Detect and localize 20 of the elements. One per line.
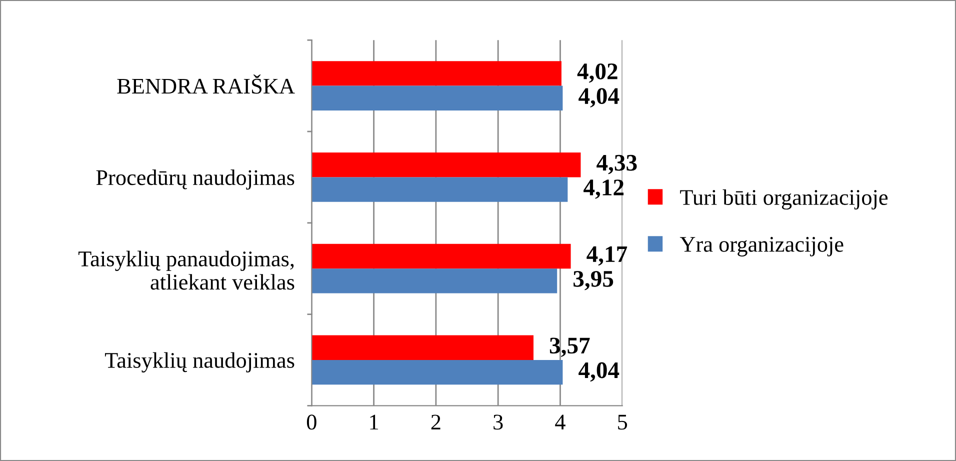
data-label: 4,33 (596, 154, 637, 174)
x-tick-label: 0 (306, 414, 316, 430)
y-tick-label: Procedūrų naudojimas (96, 169, 294, 190)
legend-label: Yra organizacijoje (680, 236, 844, 256)
x-tick-label: 3 (494, 414, 503, 430)
data-label: 4,04 (578, 362, 620, 382)
y-tick-label: BENDRA RAIŠKA (117, 74, 295, 94)
y-tick-label: Taisyklių naudojimas (104, 352, 294, 372)
data-label: 4,04 (578, 88, 620, 108)
data-label: 4,02 (577, 63, 618, 83)
legend-label: Turi būti organizacijoje (680, 189, 888, 210)
x-tick-label: 4 (555, 414, 566, 430)
data-label: 3,57 (550, 338, 590, 357)
x-tick-label: 2 (431, 414, 440, 430)
data-label: 4,17 (586, 246, 628, 266)
data-label: 4,12 (584, 180, 624, 199)
y-tick-label: Taisyklių panaudojimas, atliekant veiklas (78, 250, 294, 290)
x-tick-label: 1 (370, 414, 378, 430)
x-tick-label: 5 (618, 414, 628, 430)
data-label: 3,95 (574, 270, 614, 290)
